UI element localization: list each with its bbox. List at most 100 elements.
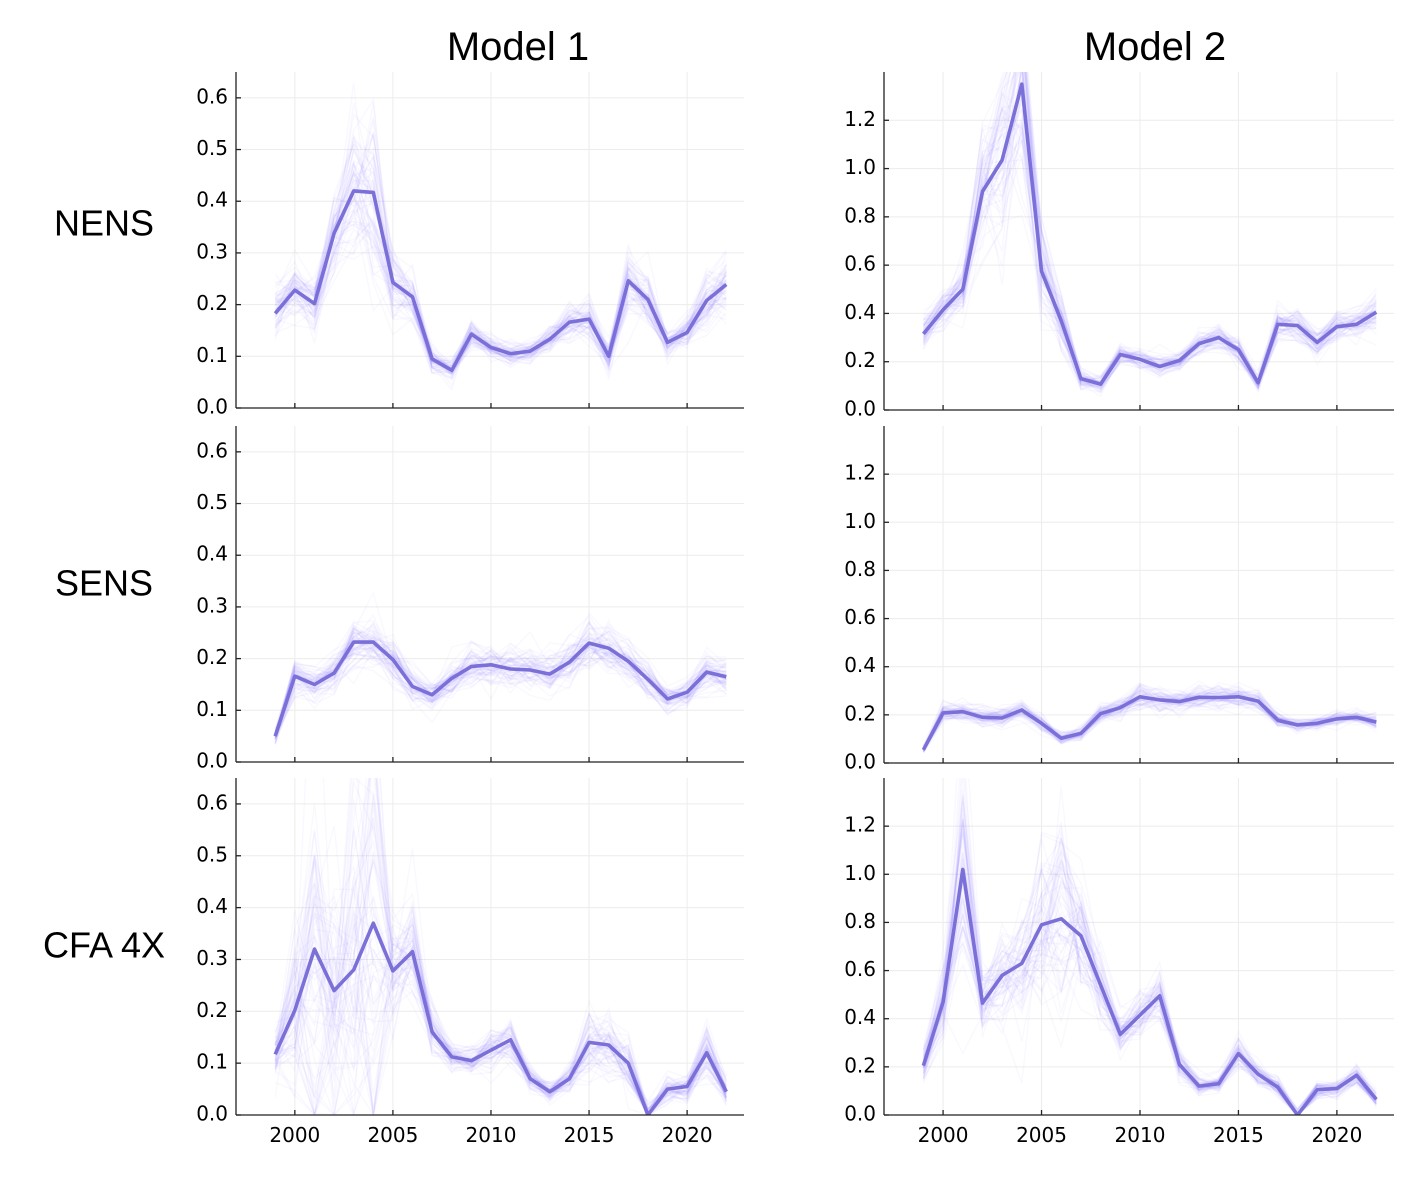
y-tick-label: 0.6 [844, 605, 876, 629]
ensemble-trace [922, 72, 1377, 390]
ensemble-trace [274, 629, 727, 737]
median-series-line [273, 189, 728, 373]
y-tick-label: 1.0 [844, 155, 876, 179]
ensemble-trace [922, 109, 1377, 385]
ensemble-trace [922, 691, 1377, 750]
ensemble-trace [922, 129, 1377, 391]
ensemble-trace [274, 628, 727, 738]
y-tick-label: 1.2 [844, 461, 876, 485]
y-tick-label: 0.5 [196, 490, 228, 514]
ensemble-trace [922, 933, 1377, 1115]
y-tick-label: 0.2 [844, 348, 876, 372]
y-tick-label: 0.2 [844, 1053, 876, 1077]
ensemble-trace [922, 72, 1377, 379]
ensemble-trace [922, 121, 1377, 391]
ensemble-trace [922, 837, 1377, 1111]
y-tick-label: 0.4 [844, 1005, 876, 1029]
ensemble-trace [274, 781, 727, 1103]
ensemble-trace [922, 72, 1377, 385]
ensemble-trace [922, 72, 1377, 386]
ensemble-trace [922, 778, 1377, 1115]
y-tick-label: 0.8 [844, 557, 876, 581]
y-tick-label: 0.5 [196, 842, 228, 866]
y-tick-label: 1.2 [844, 813, 876, 837]
y-tick-label: 0.0 [844, 1102, 876, 1126]
ensemble-trace [274, 790, 727, 1106]
ensemble-trace [274, 186, 727, 369]
ensemble-trace [922, 685, 1377, 747]
ensemble-trace [274, 168, 727, 371]
ensemble-trace [274, 621, 727, 733]
y-tick-label: 0.6 [844, 252, 876, 276]
ensemble-traces [274, 82, 727, 392]
ensemble-trace [922, 685, 1377, 751]
ensemble-trace [922, 158, 1377, 392]
ensemble-trace [922, 690, 1377, 750]
ensemble-trace [274, 139, 727, 365]
ensemble-trace [274, 620, 727, 733]
panel-cfa-4x-model-1: 0.0 0.1 0.2 0.3 0.4 0.5 0.6 2000 2005 2010 2015 202… [196, 778, 744, 1147]
ensemble-trace [274, 201, 727, 380]
ensemble-trace [922, 778, 1377, 1110]
ensemble-trace [274, 147, 727, 377]
ensemble-trace [274, 627, 727, 741]
ensemble-trace [275, 885, 727, 1115]
ensemble-trace [922, 123, 1377, 385]
ensemble-trace [922, 689, 1377, 749]
ensemble-trace [275, 132, 727, 369]
ensemble-trace [922, 88, 1377, 390]
ensemble-trace [274, 643, 727, 745]
ensemble-trace [274, 636, 727, 737]
ensemble-trace [922, 778, 1377, 1112]
y-tick-label: 0.6 [196, 438, 228, 462]
ensemble-trace [274, 639, 727, 737]
y-tick-label: 0.0 [196, 1102, 228, 1126]
ensemble-trace [274, 629, 727, 740]
y-tick-label: 0.0 [844, 397, 876, 421]
ensemble-trace [922, 82, 1377, 385]
ensemble-trace [922, 683, 1377, 749]
y-tick-label: 1.0 [844, 509, 876, 533]
panel-nens-model-2: 0.0 0.2 0.4 0.6 0.8 1.0 1.2 [844, 72, 1394, 421]
ensemble-trace [922, 147, 1377, 385]
ensemble-trace [923, 116, 1377, 398]
y-tick-label: 0.1 [196, 343, 228, 367]
ensemble-trace [923, 72, 1377, 384]
ensemble-trace [274, 822, 727, 1111]
ensemble-trace [274, 883, 727, 1115]
ensemble-trace [274, 625, 727, 735]
ensemble-trace [274, 631, 727, 736]
ensemble-trace [274, 839, 727, 1111]
ensemble-trace [922, 127, 1377, 390]
ensemble-trace [922, 72, 1377, 387]
median-series-line [273, 921, 728, 1115]
ensemble-trace [274, 626, 727, 736]
ensemble-trace [922, 684, 1377, 751]
ensemble-trace [274, 194, 727, 387]
ensemble-trace [274, 644, 727, 738]
y-tick-label: 0.4 [196, 188, 228, 212]
ensemble-trace [922, 688, 1377, 753]
x-tick-label: 2020 [1311, 1123, 1362, 1147]
y-tick-label: 0.1 [196, 697, 228, 721]
y-tick-label: 0.3 [196, 946, 228, 970]
ensemble-trace [274, 634, 727, 737]
ensemble-trace [274, 145, 727, 364]
panel-cfa-4x-model-2: 0.0 0.2 0.4 0.6 0.8 1.0 1.2 2000 2005 2010 2015 202… [844, 778, 1394, 1147]
ensemble-trace [922, 156, 1377, 391]
ensemble-trace [923, 72, 1377, 384]
y-tick-label: 0.5 [196, 136, 228, 160]
ensemble-traces [922, 778, 1377, 1115]
ensemble-trace [274, 630, 727, 742]
ensemble-trace [274, 894, 727, 1114]
ensemble-trace [922, 800, 1377, 1115]
ensemble-trace [274, 799, 727, 1104]
ensemble-trace [274, 634, 727, 745]
ensemble-trace [274, 141, 727, 371]
median-series-line [922, 82, 1378, 387]
ensemble-trace [922, 695, 1377, 750]
y-tick-label: 0.6 [196, 790, 228, 814]
ensemble-trace [274, 615, 727, 735]
y-tick-label: 1.0 [844, 861, 876, 885]
row-label-cfa-4x: CFA 4X [43, 925, 165, 966]
